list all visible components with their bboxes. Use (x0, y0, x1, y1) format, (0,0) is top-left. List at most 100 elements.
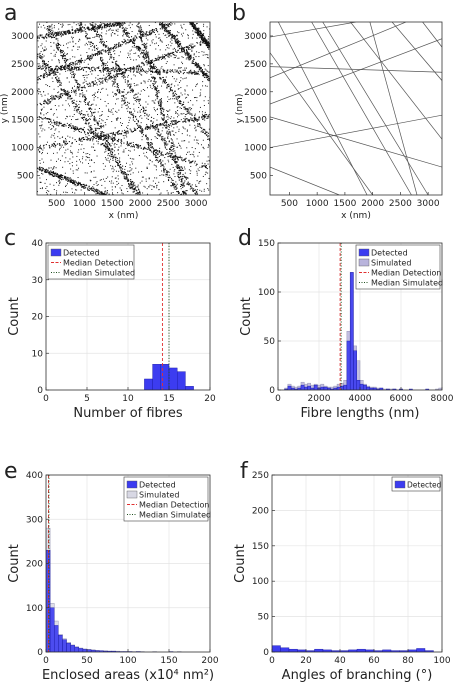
localisation-point (146, 62, 148, 64)
localisation-point (167, 71, 169, 73)
localisation-point (132, 42, 134, 44)
localisation-point (169, 124, 171, 126)
localisation-point (122, 71, 124, 73)
background-point (66, 77, 68, 79)
localisation-point (80, 184, 82, 186)
localisation-point (98, 69, 101, 72)
localisation-point (85, 31, 87, 33)
localisation-point (51, 29, 53, 31)
localisation-point (194, 116, 196, 118)
localisation-point (114, 68, 116, 70)
localisation-point (176, 41, 179, 43)
background-point (134, 187, 136, 189)
localisation-point (171, 144, 173, 147)
localisation-point (133, 42, 135, 44)
background-point (126, 188, 128, 190)
localisation-point (69, 70, 71, 72)
localisation-point (67, 64, 69, 67)
background-point (44, 46, 46, 48)
localisation-point (193, 121, 195, 123)
background-point (202, 85, 204, 87)
localisation-point (84, 99, 86, 101)
localisation-point (150, 116, 153, 118)
localisation-point (170, 52, 172, 54)
localisation-point (145, 55, 147, 57)
localisation-point (211, 166, 212, 167)
localisation-point (173, 34, 175, 37)
localisation-point (42, 168, 45, 170)
localisation-point (193, 59, 195, 61)
background-point (42, 47, 44, 49)
background-point (43, 55, 45, 57)
background-point (106, 81, 108, 83)
localisation-point (109, 47, 112, 49)
localisation-point (53, 74, 55, 76)
localisation-point (43, 38, 45, 40)
localisation-point (54, 98, 56, 100)
background-point (47, 93, 49, 95)
localisation-point (177, 97, 179, 99)
localisation-point (136, 71, 138, 73)
localisation-point (170, 145, 172, 147)
localisation-point (105, 24, 107, 26)
background-point (134, 85, 136, 87)
background-point (114, 165, 116, 167)
localisation-point (162, 164, 164, 166)
localisation-point (42, 37, 44, 39)
background-point (57, 38, 59, 40)
localisation-point (203, 75, 205, 77)
localisation-point (124, 33, 127, 35)
background-point (70, 69, 72, 71)
background-point (89, 59, 91, 61)
localisation-point (68, 91, 70, 93)
localisation-point (56, 121, 58, 123)
localisation-point (196, 73, 198, 75)
localisation-point (107, 67, 109, 69)
localisation-point (172, 184, 174, 186)
localisation-point (191, 22, 193, 24)
localisation-point (134, 187, 136, 190)
localisation-point (80, 60, 82, 63)
background-point (196, 170, 198, 172)
background-point (57, 92, 59, 94)
localisation-point (133, 40, 135, 42)
background-point (207, 100, 209, 102)
localisation-point (205, 42, 208, 44)
localisation-point (127, 79, 129, 82)
background-point (192, 89, 194, 91)
localisation-point (138, 26, 140, 28)
localisation-point (120, 24, 122, 26)
localisation-point (143, 70, 145, 72)
background-point (198, 151, 200, 153)
localisation-point (192, 23, 194, 25)
localisation-point (112, 155, 114, 157)
localisation-point (108, 147, 110, 149)
localisation-point (174, 186, 176, 188)
background-point (69, 150, 71, 152)
localisation-point (113, 58, 115, 61)
localisation-point (101, 53, 103, 55)
localisation-point (145, 35, 147, 37)
localisation-point (86, 38, 88, 40)
localisation-point (45, 101, 47, 103)
localisation-point (196, 64, 198, 66)
localisation-point (113, 82, 115, 84)
background-point (89, 165, 91, 167)
localisation-point (60, 122, 62, 124)
localisation-point (99, 50, 101, 52)
background-point (61, 25, 63, 27)
localisation-point (195, 73, 197, 75)
background-point (79, 93, 81, 95)
localisation-point (87, 57, 89, 59)
localisation-point (45, 33, 48, 35)
background-point (59, 123, 61, 125)
background-point (147, 39, 149, 41)
background-point (152, 83, 154, 85)
background-point (160, 133, 162, 135)
localisation-point (106, 68, 108, 70)
localisation-point (127, 84, 129, 86)
localisation-point (81, 67, 83, 69)
localisation-point (194, 189, 197, 191)
localisation-point (116, 157, 118, 159)
background-point (42, 56, 44, 58)
